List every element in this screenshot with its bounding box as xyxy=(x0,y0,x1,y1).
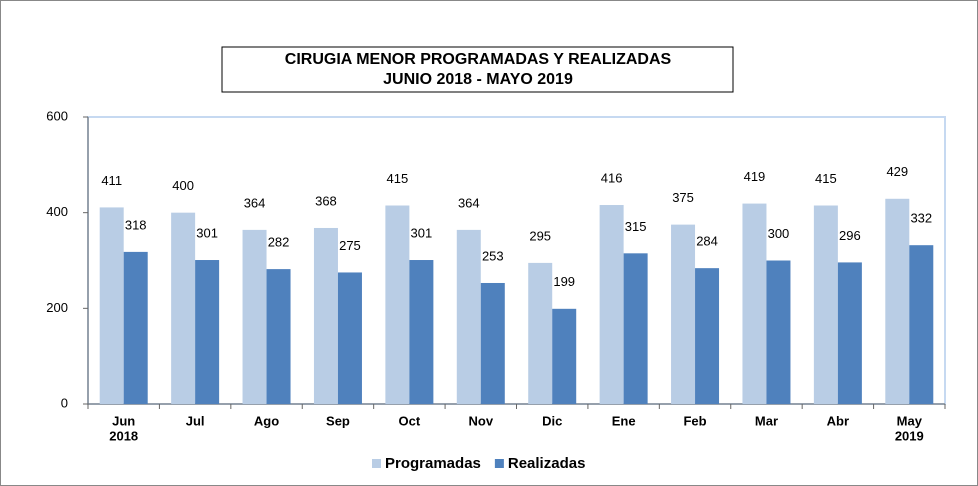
value-label: 415 xyxy=(387,171,409,186)
value-label: 300 xyxy=(768,226,790,241)
bar xyxy=(552,308,577,404)
value-label: 295 xyxy=(529,228,551,243)
legend-label: Realizadas xyxy=(508,455,586,472)
x-tick-label: 2018 xyxy=(109,428,138,443)
value-label: 364 xyxy=(458,195,480,210)
x-tick-label: Dic xyxy=(542,413,562,428)
bar xyxy=(195,260,220,404)
value-label: 411 xyxy=(101,173,122,188)
bar xyxy=(123,251,148,404)
value-label: 416 xyxy=(601,170,623,185)
y-tick-label: 0 xyxy=(61,395,68,410)
x-tick-label: May xyxy=(897,413,923,428)
bar xyxy=(837,262,862,404)
x-tick-label: Abr xyxy=(827,413,849,428)
x-tick-label: Mar xyxy=(755,413,778,428)
bar xyxy=(528,262,553,404)
x-tick-label: Feb xyxy=(683,413,706,428)
x-tick-label: Ene xyxy=(612,413,636,428)
value-label: 301 xyxy=(196,225,218,240)
legend-swatch xyxy=(372,459,381,468)
bar xyxy=(99,207,124,404)
x-tick-label: Nov xyxy=(469,413,494,428)
bar xyxy=(266,269,291,404)
title-box xyxy=(221,46,734,93)
value-label: 364 xyxy=(244,195,266,210)
value-label: 315 xyxy=(625,219,647,234)
bar xyxy=(171,212,196,404)
value-label: 296 xyxy=(839,228,861,243)
value-label: 400 xyxy=(172,178,194,193)
x-tick-label: 2019 xyxy=(895,428,924,443)
bar xyxy=(623,253,648,404)
bar xyxy=(695,268,720,404)
legend-swatch xyxy=(494,459,504,468)
value-label: 429 xyxy=(886,164,908,179)
chart-title: CIRUGIA MENOR PROGRAMADAS Y REALIZADAS xyxy=(285,51,672,68)
y-tick-label: 600 xyxy=(46,108,68,123)
bar xyxy=(313,227,338,404)
bar xyxy=(337,272,362,404)
value-label: 253 xyxy=(482,248,504,263)
x-tick-label: Oct xyxy=(399,413,421,428)
bar xyxy=(909,245,934,404)
bar xyxy=(671,224,696,404)
y-tick-label: 200 xyxy=(46,300,68,315)
bar xyxy=(385,205,410,404)
value-label: 332 xyxy=(910,211,932,226)
x-tick-label: Ago xyxy=(254,413,279,428)
bar xyxy=(766,260,791,404)
value-label: 275 xyxy=(339,238,361,253)
value-label: 301 xyxy=(411,225,433,240)
bar xyxy=(456,229,481,404)
value-label: 284 xyxy=(696,234,718,249)
bar xyxy=(742,203,767,404)
value-label: 282 xyxy=(268,235,290,250)
value-label: 318 xyxy=(125,217,147,232)
value-label: 199 xyxy=(553,274,575,289)
x-tick-label: Jul xyxy=(186,413,205,428)
bar xyxy=(409,260,434,404)
value-label: 415 xyxy=(815,171,837,186)
bar xyxy=(885,198,910,404)
value-label: 375 xyxy=(672,190,694,205)
bar xyxy=(480,282,505,404)
x-tick-label: Jun xyxy=(112,413,135,428)
bar xyxy=(599,205,624,404)
chart-subtitle: JUNIO 2018 - MAYO 2019 xyxy=(383,71,573,88)
value-label: 419 xyxy=(744,169,766,184)
bar xyxy=(813,205,838,404)
y-tick-label: 400 xyxy=(46,204,68,219)
x-tick-label: Sep xyxy=(326,413,350,428)
legend-label: Programadas xyxy=(385,455,481,472)
value-label: 368 xyxy=(315,193,337,208)
bar xyxy=(242,229,267,404)
